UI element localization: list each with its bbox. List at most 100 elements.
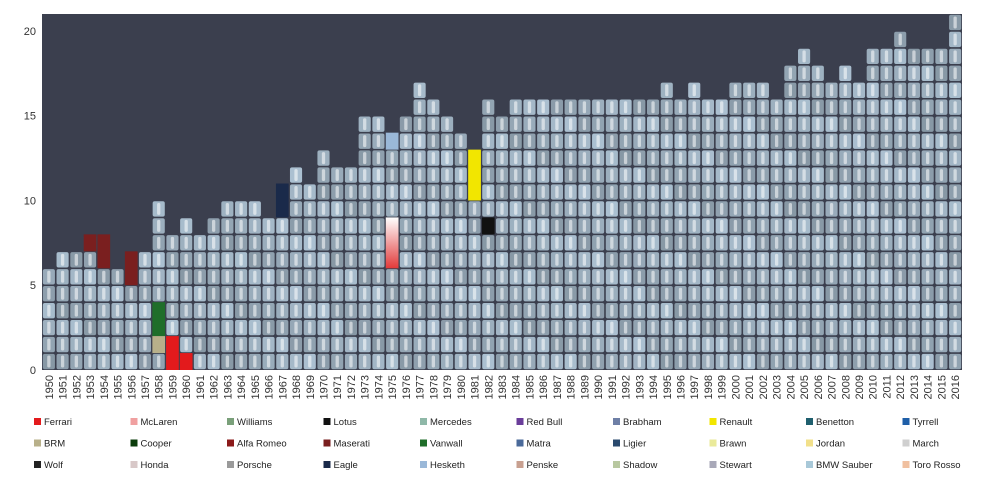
car-icon (884, 270, 889, 283)
car-icon (637, 304, 641, 317)
car-icon (788, 169, 793, 182)
legend-swatch (709, 418, 717, 425)
car-icon (527, 219, 532, 232)
car-icon (308, 355, 312, 368)
car-icon (953, 202, 957, 215)
car-icon (816, 169, 820, 182)
car-icon (555, 169, 559, 182)
car-icon (308, 202, 312, 215)
car-icon (390, 321, 394, 334)
car-icon (486, 202, 490, 215)
car-icon (857, 338, 861, 351)
x-tick-label: 1971 (332, 375, 344, 399)
x-tick-label: 1976 (401, 375, 413, 399)
car-icon (843, 135, 847, 148)
car-icon (74, 321, 78, 334)
bar-2001 (743, 82, 756, 370)
car-icon (500, 338, 504, 351)
legend-label: Hesketh (430, 460, 465, 471)
car-icon (857, 186, 861, 198)
car-icon (912, 50, 916, 63)
car-icon (747, 219, 751, 232)
legend-swatch (420, 461, 427, 468)
car-icon (788, 219, 793, 232)
car-icon (569, 219, 573, 232)
car-icon (788, 287, 793, 300)
car-icon (802, 287, 806, 300)
car-icon (843, 67, 847, 80)
car-icon (761, 152, 765, 165)
car-icon (198, 253, 202, 266)
car-icon (610, 101, 614, 114)
car-icon (802, 321, 806, 334)
car-icon (363, 152, 367, 165)
car-icon (417, 135, 422, 148)
car-icon (706, 304, 710, 317)
car-icon (294, 270, 298, 283)
bar-1957 (138, 252, 152, 370)
car-icon (445, 355, 449, 368)
car-icon (912, 253, 916, 266)
car-icon (88, 321, 92, 334)
car-icon (280, 270, 284, 283)
car-icon (802, 169, 806, 182)
car-icon (321, 321, 326, 334)
car-icon (253, 304, 257, 317)
car-icon (692, 236, 696, 249)
car-icon (926, 321, 930, 334)
car-icon (898, 67, 902, 80)
bar-1963 (221, 201, 234, 370)
car-icon (47, 338, 51, 351)
car-icon (912, 236, 916, 249)
car-icon (445, 253, 449, 266)
car-icon (884, 304, 889, 317)
car-icon (239, 304, 243, 317)
legend-item-cooper: Cooper (130, 439, 172, 450)
x-tick-label: 2000 (730, 375, 742, 399)
car-icon (500, 355, 504, 368)
car-icon (596, 219, 600, 232)
bar-2005 (798, 48, 811, 370)
car-icon (445, 169, 449, 182)
car-icon (376, 135, 381, 148)
x-tick-label: 2005 (799, 375, 811, 399)
car-icon (678, 186, 683, 198)
car-icon (74, 270, 78, 283)
car-icon (60, 253, 65, 266)
car-icon (912, 169, 916, 182)
car-icon (239, 236, 243, 249)
car-icon (335, 304, 339, 317)
car-icon (280, 338, 284, 351)
x-tick-label: 1962 (209, 375, 221, 399)
car-icon (857, 169, 861, 182)
car-icon (555, 270, 559, 283)
car-icon (527, 135, 532, 148)
car-icon (774, 186, 779, 198)
car-icon (816, 338, 820, 351)
car-icon (527, 270, 532, 283)
car-icon (761, 186, 765, 198)
legend-item-toro-rosso: Toro Rosso (902, 460, 961, 471)
car-icon (665, 169, 669, 182)
car-icon (253, 355, 257, 368)
car-icon (733, 101, 738, 114)
car-icon (802, 186, 806, 198)
car-icon (720, 118, 724, 131)
car-icon (720, 135, 724, 148)
car-icon (678, 135, 683, 148)
x-tick-label: 1973 (360, 375, 372, 399)
car-icon (417, 355, 422, 368)
legend-swatch (806, 418, 813, 425)
car-icon (541, 169, 545, 182)
car-icon (816, 253, 820, 266)
car-icon (884, 101, 889, 114)
x-tick-label: 1980 (456, 375, 468, 399)
car-icon (912, 270, 916, 283)
car-icon (610, 118, 614, 131)
bar-1990 (592, 99, 605, 370)
bar-1960 (180, 218, 193, 370)
car-icon (321, 186, 326, 198)
bar-1955 (111, 269, 124, 370)
car-icon (802, 202, 806, 215)
car-icon (678, 152, 683, 165)
